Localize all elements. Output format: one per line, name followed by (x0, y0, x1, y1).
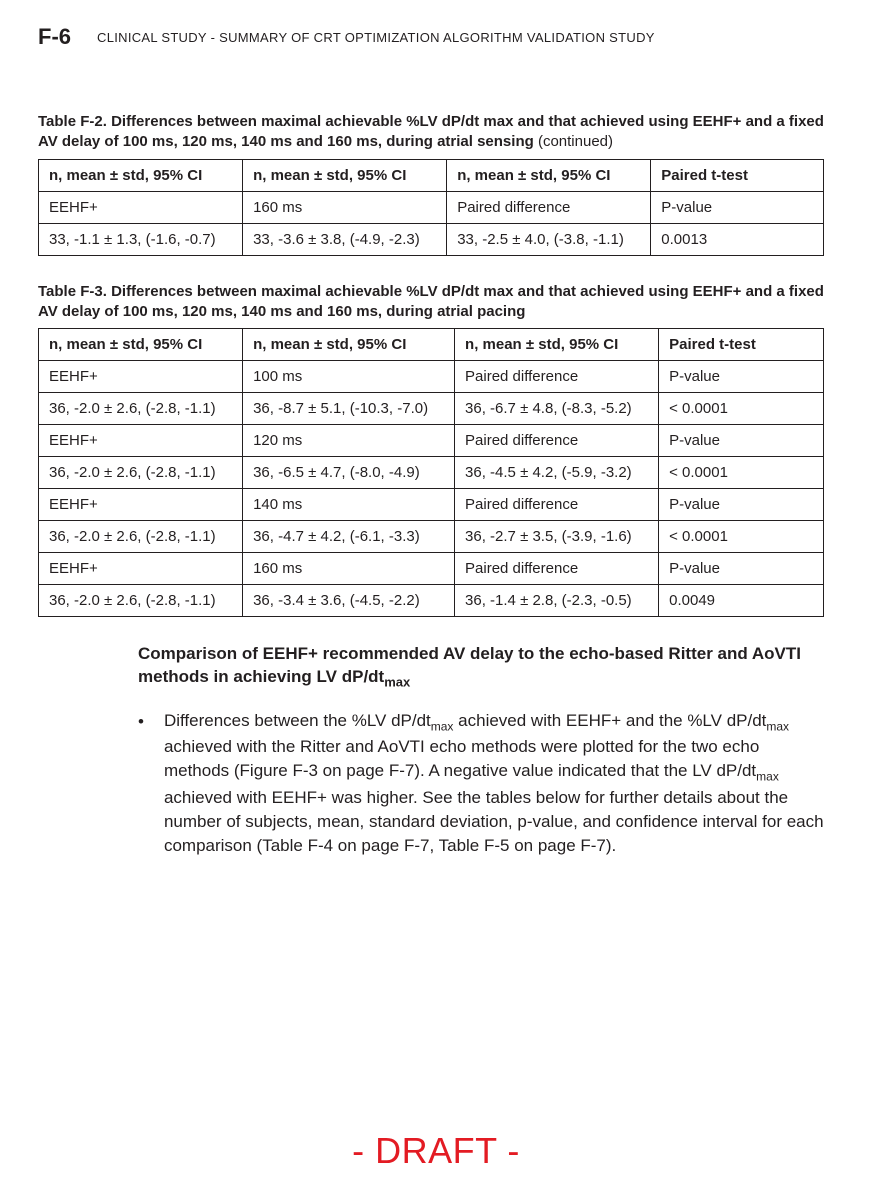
page-header: F-6 CLINICAL STUDY - SUMMARY OF CRT OPTI… (38, 24, 824, 50)
table-f3-caption-lead: Table F-3. Differences between maximal a… (38, 283, 824, 320)
table-f3-cell: 36, -2.0 ± 2.6, (-2.8, -1.1) (39, 393, 243, 425)
table-f2-caption-tail: (continued) (534, 133, 613, 150)
table-f3-cell: Paired difference (455, 553, 659, 585)
table-f3-cell: < 0.0001 (659, 521, 824, 553)
table-f3-cell: EEHF+ (39, 425, 243, 457)
section-title: Comparison of EEHF+ recommended AV delay… (138, 643, 824, 691)
table-f2-cell: 0.0013 (651, 223, 824, 255)
table-f3-cell: 36, -4.5 ± 4.2, (-5.9, -3.2) (455, 457, 659, 489)
table-f3: n, mean ± std, 95% CIn, mean ± std, 95% … (38, 328, 824, 617)
table-f3-header-row: n, mean ± std, 95% CIn, mean ± std, 95% … (39, 329, 824, 361)
table-f2-header-cell: n, mean ± std, 95% CI (243, 159, 447, 191)
table-f2-row: EEHF+160 msPaired differenceP-value (39, 191, 824, 223)
table-f3-cell: 36, -6.5 ± 4.7, (-8.0, -4.9) (243, 457, 455, 489)
table-f2-header-cell: Paired t-test (651, 159, 824, 191)
table-f3-cell: 36, -2.0 ± 2.6, (-2.8, -1.1) (39, 457, 243, 489)
table-f2-header-row: n, mean ± std, 95% CIn, mean ± std, 95% … (39, 159, 824, 191)
table-f3-header-cell: Paired t-test (659, 329, 824, 361)
table-f2-caption-lead: Table F-2. Differences between maximal a… (38, 113, 824, 150)
table-f3-header-cell: n, mean ± std, 95% CI (243, 329, 455, 361)
table-f2-cell: 160 ms (243, 191, 447, 223)
draft-watermark: - DRAFT - (0, 1130, 872, 1172)
bullet-item: • Differences between the %LV dP/dtmax a… (138, 709, 824, 858)
table-f3-cell: 140 ms (243, 489, 455, 521)
page: F-6 CLINICAL STUDY - SUMMARY OF CRT OPTI… (0, 0, 872, 1194)
table-f3-row: 36, -2.0 ± 2.6, (-2.8, -1.1)36, -3.4 ± 3… (39, 585, 824, 617)
table-f3-row: 36, -2.0 ± 2.6, (-2.8, -1.1)36, -6.5 ± 4… (39, 457, 824, 489)
table-f2-cell: P-value (651, 191, 824, 223)
table-f3-row: EEHF+140 msPaired differenceP-value (39, 489, 824, 521)
table-f3-cell: < 0.0001 (659, 393, 824, 425)
table-f2-cell: Paired difference (447, 191, 651, 223)
table-f3-cell: P-value (659, 553, 824, 585)
bullet-marker: • (138, 709, 144, 858)
table-f3-cell: P-value (659, 361, 824, 393)
table-f3-cell: 100 ms (243, 361, 455, 393)
table-f3-row: 36, -2.0 ± 2.6, (-2.8, -1.1)36, -4.7 ± 4… (39, 521, 824, 553)
table-f3-cell: 36, -2.0 ± 2.6, (-2.8, -1.1) (39, 521, 243, 553)
table-f3-cell: < 0.0001 (659, 457, 824, 489)
bullet-text: Differences between the %LV dP/dtmax ach… (164, 709, 824, 858)
table-f2-row: 33, -1.1 ± 1.3, (-1.6, -0.7)33, -3.6 ± 3… (39, 223, 824, 255)
table-f3-cell: 36, -8.7 ± 5.1, (-10.3, -7.0) (243, 393, 455, 425)
table-f2-header-cell: n, mean ± std, 95% CI (39, 159, 243, 191)
table-f3-cell: Paired difference (455, 425, 659, 457)
table-f2-caption: Table F-2. Differences between maximal a… (38, 112, 824, 153)
table-f3-caption: Table F-3. Differences between maximal a… (38, 282, 824, 323)
table-f2-cell: 33, -1.1 ± 1.3, (-1.6, -0.7) (39, 223, 243, 255)
table-f3-cell: 36, -6.7 ± 4.8, (-8.3, -5.2) (455, 393, 659, 425)
table-f3-header-cell: n, mean ± std, 95% CI (39, 329, 243, 361)
table-f3-cell: Paired difference (455, 489, 659, 521)
table-f3-row: EEHF+120 msPaired differenceP-value (39, 425, 824, 457)
table-f3-cell: 36, -2.0 ± 2.6, (-2.8, -1.1) (39, 585, 243, 617)
table-f2-header-cell: n, mean ± std, 95% CI (447, 159, 651, 191)
table-f3-cell: EEHF+ (39, 553, 243, 585)
table-f3-cell: 36, -3.4 ± 3.6, (-4.5, -2.2) (243, 585, 455, 617)
table-f2-cell: EEHF+ (39, 191, 243, 223)
table-f3-cell: P-value (659, 489, 824, 521)
table-f3-row: EEHF+100 msPaired differenceP-value (39, 361, 824, 393)
table-f3-cell: 36, -1.4 ± 2.8, (-2.3, -0.5) (455, 585, 659, 617)
table-f3-cell: EEHF+ (39, 489, 243, 521)
table-f3-cell: 36, -2.7 ± 3.5, (-3.9, -1.6) (455, 521, 659, 553)
table-f3-cell: EEHF+ (39, 361, 243, 393)
page-number: F-6 (38, 24, 71, 50)
table-f3-cell: 0.0049 (659, 585, 824, 617)
table-f2: n, mean ± std, 95% CIn, mean ± std, 95% … (38, 159, 824, 256)
table-f3-cell: 36, -4.7 ± 4.2, (-6.1, -3.3) (243, 521, 455, 553)
table-f3-row: 36, -2.0 ± 2.6, (-2.8, -1.1)36, -8.7 ± 5… (39, 393, 824, 425)
table-f3-cell: Paired difference (455, 361, 659, 393)
table-f3-cell: P-value (659, 425, 824, 457)
running-head: CLINICAL STUDY - SUMMARY OF CRT OPTIMIZA… (97, 30, 655, 45)
table-f3-cell: 120 ms (243, 425, 455, 457)
table-f3-cell: 160 ms (243, 553, 455, 585)
table-f3-row: EEHF+160 msPaired differenceP-value (39, 553, 824, 585)
table-f3-header-cell: n, mean ± std, 95% CI (455, 329, 659, 361)
table-f2-cell: 33, -2.5 ± 4.0, (-3.8, -1.1) (447, 223, 651, 255)
table-f2-cell: 33, -3.6 ± 3.8, (-4.9, -2.3) (243, 223, 447, 255)
